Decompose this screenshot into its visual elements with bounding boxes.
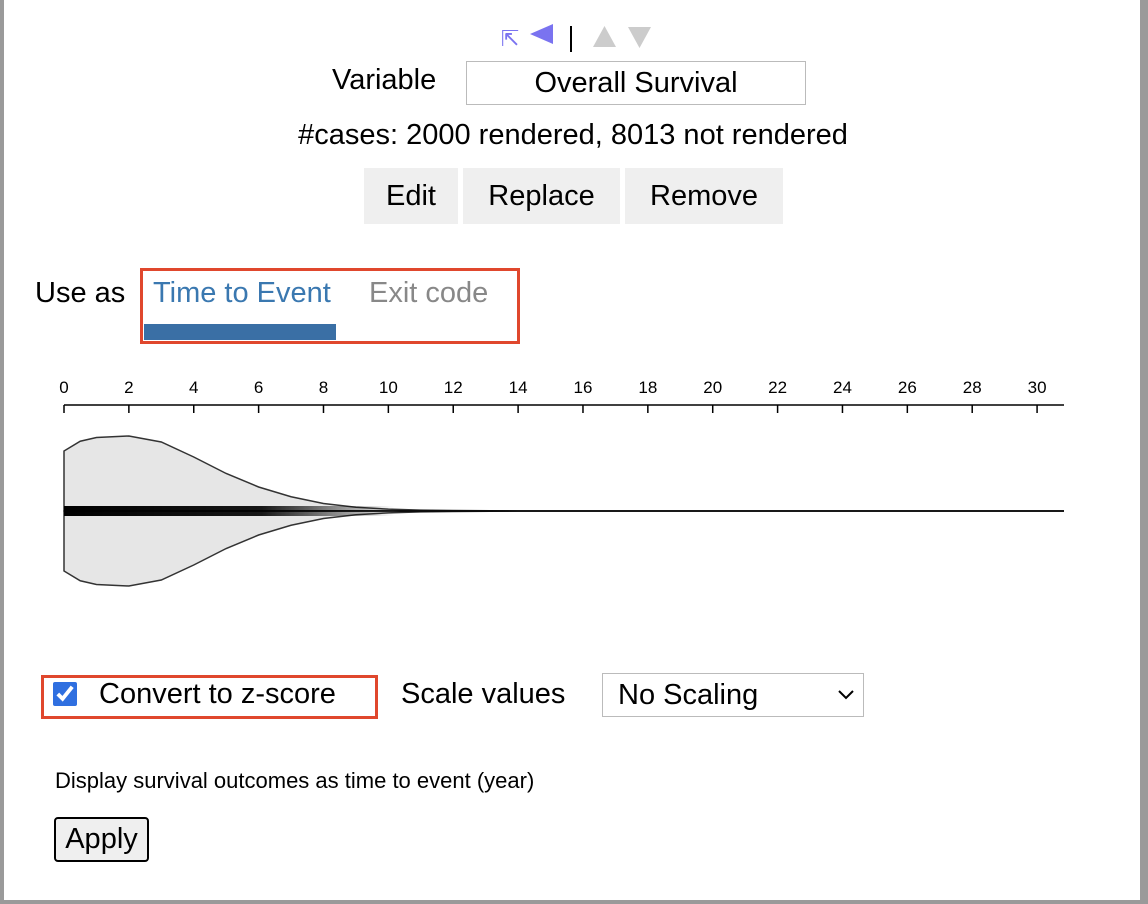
edit-button[interactable]: Edit — [364, 168, 458, 224]
tick-label: 30 — [1028, 378, 1047, 397]
tick-label: 20 — [703, 378, 722, 397]
tick-label: 4 — [189, 378, 198, 397]
nav-left[interactable] — [530, 24, 553, 44]
tick-label: 26 — [898, 378, 917, 397]
violin-plot: 0 2 4 6 8 10 12 14 16 18 20 22 24 26 28 30 — [59, 378, 1064, 587]
tick-label: 2 — [124, 378, 133, 397]
replace-button[interactable]: Replace — [463, 168, 620, 224]
remove-button[interactable]: Remove — [625, 168, 783, 224]
dialog: ⇱ Variable Overall Survival #cases: 2000… — [4, 0, 1140, 900]
tick-label: 12 — [444, 378, 463, 397]
tick-label: 6 — [254, 378, 263, 397]
highlight — [140, 268, 520, 344]
use-as-label: Use as — [35, 277, 126, 309]
apply-button[interactable]: Apply — [54, 817, 149, 862]
tick-label: 22 — [768, 378, 787, 397]
tick-label: 10 — [379, 378, 398, 397]
tick-label: 24 — [833, 378, 852, 397]
tab[interactable]: Time to Event — [153, 277, 331, 309]
tick-label: 0 — [59, 378, 68, 397]
highlight — [41, 675, 378, 719]
tab[interactable]: Exit code — [369, 277, 489, 309]
description: Display survival outcomes as time to eve… — [55, 768, 535, 793]
tick-label: 18 — [638, 378, 657, 397]
nav-down[interactable] — [628, 27, 651, 48]
nav-icons: ⇱ — [501, 24, 651, 52]
violin-half — [63, 435, 1064, 512]
cases-info: #cases: 2000 rendered, 8013 not rendered — [298, 119, 848, 151]
tick-label: 28 — [963, 378, 982, 397]
tick-label: 16 — [574, 378, 593, 397]
tick-label: 14 — [509, 378, 528, 397]
active-tab-indicator — [144, 324, 336, 340]
zscore-checkbox[interactable] — [53, 682, 77, 706]
dropdown-arrow — [838, 690, 854, 700]
variable-input[interactable]: Overall Survival — [466, 61, 806, 105]
selected-option: No Scaling — [618, 678, 759, 711]
nav-up[interactable] — [593, 26, 616, 47]
tick-label: 8 — [319, 378, 328, 397]
zscore-label[interactable]: Convert to z-score — [99, 678, 336, 710]
violin-half — [63, 510, 1064, 587]
rug — [64, 506, 394, 516]
nav-top[interactable]: ⇱ — [501, 26, 519, 51]
variable-label: Variable — [332, 64, 437, 96]
scale-select[interactable]: No Scaling — [602, 673, 864, 717]
scale-label: Scale values — [401, 678, 566, 710]
